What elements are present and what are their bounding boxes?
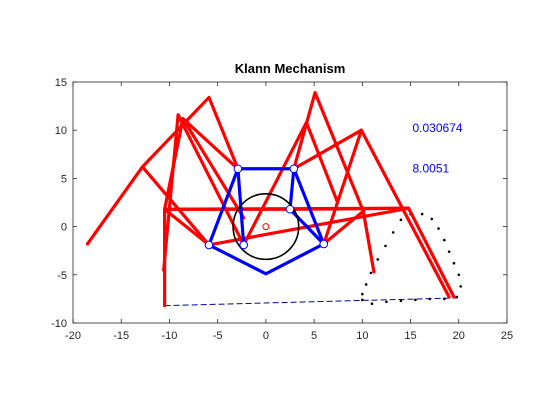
- joint-marker: [289, 164, 299, 174]
- foot-trajectory-point: [443, 238, 446, 242]
- leg-linkage: [322, 128, 363, 246]
- foot-trajectory-point: [459, 285, 463, 288]
- foot-trajectory-point: [430, 217, 434, 221]
- leg-linkage: [181, 117, 246, 220]
- foot-trajectory-point: [414, 298, 417, 302]
- foot-trajectory-point: [369, 271, 373, 275]
- x-tick-label: 5: [311, 330, 317, 342]
- foot-trajectory-point: [391, 231, 395, 234]
- foot-trajectory-point: [452, 261, 456, 265]
- joint-marker: [239, 240, 249, 250]
- joint-marker: [319, 239, 329, 249]
- axes: -20 -15 -10 -5 0 5 10 15 20 25 -10 -5 0 5 10 15: [51, 77, 513, 342]
- foot-trajectory-point: [370, 302, 374, 306]
- joint-marker: [262, 223, 270, 231]
- axes-box: [72, 81, 508, 324]
- leg-linkage: [163, 207, 211, 247]
- frame-linkage: [207, 167, 326, 276]
- foot-trajectory-point: [455, 295, 459, 299]
- leg-linkage: [140, 165, 211, 247]
- y-tick-label: -5: [57, 270, 67, 282]
- foot-trajectory-point: [428, 297, 432, 301]
- x-tick-label: 10: [356, 330, 368, 342]
- plot-area: 0.030674 8.0051: [85, 90, 463, 308]
- x-tick-label: -15: [113, 330, 129, 342]
- ground-reference-line: [164, 297, 457, 307]
- x-tick-label: -5: [213, 330, 223, 342]
- joint-marker: [204, 240, 214, 250]
- x-tick-label: -10: [161, 330, 177, 342]
- foot-trajectory-point: [364, 283, 368, 286]
- foot-trajectory-point: [457, 273, 461, 277]
- y-tick-label: 10: [55, 125, 67, 137]
- annotation-label: 8.0051: [412, 162, 449, 176]
- foot-trajectory-point: [437, 227, 440, 230]
- x-tick-label: 0: [263, 330, 269, 342]
- x-tick-label: 20: [453, 330, 465, 342]
- x-tick-label: 25: [501, 330, 513, 342]
- foot-trajectory-point: [399, 218, 403, 222]
- y-tick-label: 15: [55, 77, 67, 89]
- foot-trajectory-point: [384, 244, 387, 248]
- x-tick-label: -20: [65, 330, 81, 342]
- foot-trajectory-point: [399, 299, 403, 303]
- foot-trajectory-point: [376, 258, 380, 261]
- foot-trajectory-point: [361, 298, 364, 302]
- foot-trajectory-point: [385, 300, 388, 304]
- joint-marker: [285, 204, 295, 214]
- leg-linkage: [292, 90, 376, 274]
- foot-trajectory-point: [420, 212, 424, 216]
- y-tick-label: 0: [61, 222, 67, 234]
- leg-linkage: [162, 113, 246, 272]
- x-tick-label: 15: [404, 330, 416, 342]
- annotation-label: 0.030674: [412, 121, 462, 135]
- foot-trajectory-point: [443, 297, 446, 301]
- y-tick-label: 5: [61, 173, 67, 185]
- y-tick-label: -10: [51, 318, 67, 330]
- crank-circle: [232, 193, 300, 261]
- foot-trajectory-point: [447, 250, 451, 253]
- leg-linkage: [242, 120, 339, 247]
- frame-linkage: [236, 168, 246, 246]
- joint-marker: [233, 164, 243, 174]
- foot-trajectory-point: [361, 292, 364, 296]
- chart-title: Klann Mechanism: [235, 61, 346, 76]
